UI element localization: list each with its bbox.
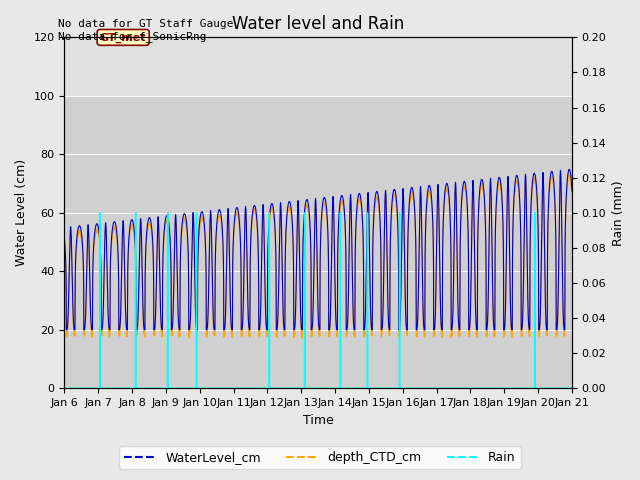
depth_CTD_cm — [568, 194, 576, 200]
Y-axis label: Water Level (cm): Water Level (cm) — [15, 159, 28, 266]
Bar — [65, 96, 572, 388]
depth_CTD_cm — [565, 171, 573, 177]
Text: GT_met: GT_met — [100, 32, 147, 43]
WaterLevel_cm — [61, 236, 68, 242]
Rain — [299, 385, 307, 391]
depth_CTD_cm — [299, 247, 307, 252]
WaterLevel_cm — [491, 327, 499, 333]
WaterLevel_cm — [152, 311, 159, 316]
WaterLevel_cm — [568, 180, 575, 186]
X-axis label: Time: Time — [303, 414, 333, 427]
WaterLevel_cm — [565, 167, 573, 172]
Rain — [568, 385, 576, 391]
Line: depth_CTD_cm: depth_CTD_cm — [65, 174, 572, 338]
WaterLevel_cm — [461, 179, 468, 184]
WaterLevel_cm — [432, 305, 440, 311]
WaterLevel_cm — [568, 188, 576, 194]
Y-axis label: Rain (mm): Rain (mm) — [612, 180, 625, 246]
Title: Water level and Rain: Water level and Rain — [232, 15, 404, 33]
Rain — [432, 385, 440, 391]
Text: No data for GT Staff Gauge
No data for f_SonicRng: No data for GT Staff Gauge No data for f… — [58, 19, 233, 42]
depth_CTD_cm — [152, 317, 159, 323]
WaterLevel_cm — [299, 247, 307, 252]
Legend: WaterLevel_cm, depth_CTD_cm, Rain: WaterLevel_cm, depth_CTD_cm, Rain — [120, 446, 520, 469]
Rain — [404, 385, 412, 391]
Line: Rain: Rain — [65, 213, 572, 388]
WaterLevel_cm — [404, 279, 412, 285]
depth_CTD_cm — [298, 336, 306, 341]
depth_CTD_cm — [432, 305, 440, 311]
Bar — [65, 37, 572, 96]
Rain — [152, 385, 159, 391]
depth_CTD_cm — [404, 264, 412, 270]
depth_CTD_cm — [461, 184, 468, 190]
Rain — [461, 385, 468, 391]
Rain — [96, 210, 104, 216]
Line: WaterLevel_cm: WaterLevel_cm — [65, 169, 572, 330]
Rain — [61, 385, 68, 391]
depth_CTD_cm — [568, 186, 575, 192]
depth_CTD_cm — [61, 241, 68, 247]
Rain — [568, 385, 575, 391]
